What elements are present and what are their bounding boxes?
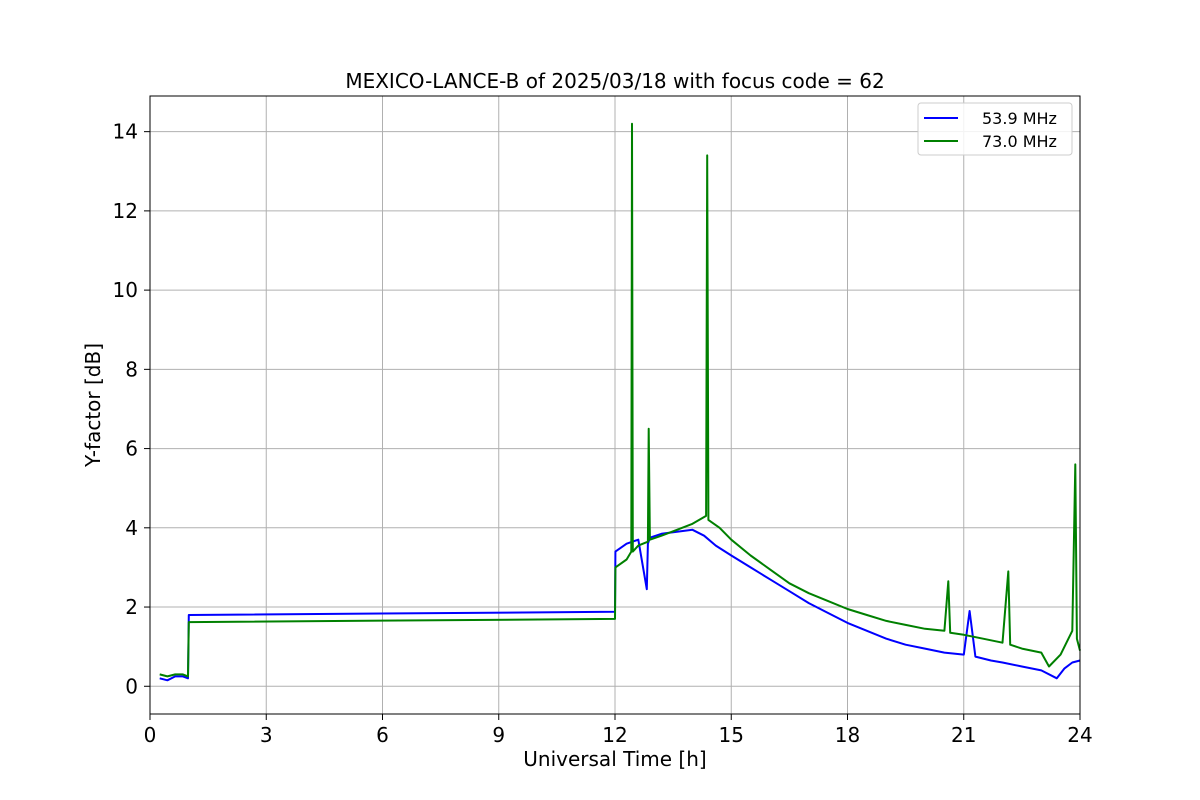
y-tick-label: 6 [125,437,138,461]
grid [149,96,1081,714]
y-tick-label: 2 [125,595,138,619]
x-tick-label: 21 [951,723,976,747]
x-tick-label: 9 [492,723,505,747]
x-axis-label: Universal Time [h] [523,747,706,771]
x-tick-label: 6 [376,723,389,747]
y-tick-label: 12 [113,199,138,223]
y-tick-label: 0 [125,674,138,698]
x-tick-label: 18 [835,723,860,747]
x-tick-label: 0 [144,723,157,747]
legend: 53.9 MHz 73.0 MHz [917,102,1073,156]
x-tick-label: 24 [1067,723,1092,747]
y-tick-label: 4 [125,516,138,540]
x-tick-label: 15 [719,723,744,747]
legend-label: 73.0 MHz [982,132,1057,151]
series-line-1 [159,528,1081,682]
x-tick-label: 12 [602,723,627,747]
y-tick-label: 14 [113,120,138,144]
y-tick-label: 8 [125,357,138,381]
x-tick-label: 3 [260,723,273,747]
legend-label: 53.9 MHz [982,109,1057,128]
series-line-2 [159,122,1081,678]
plot-series [159,122,1081,682]
y-axis-label: Y-factor [dB] [81,343,105,468]
y-tick-label: 10 [113,278,138,302]
chart-title: MEXICO-LANCE-B of 2025/03/18 with focus … [345,69,884,93]
